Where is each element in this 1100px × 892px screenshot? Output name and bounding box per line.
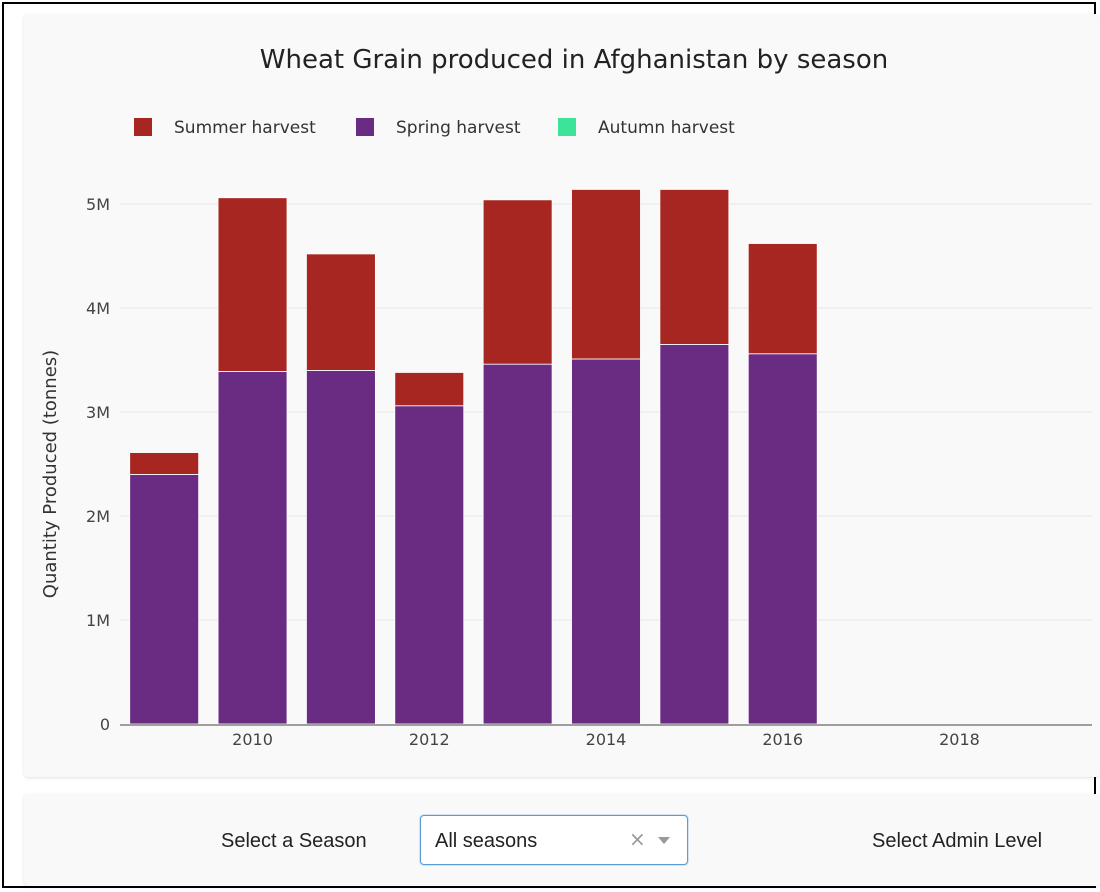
season-label: Select a Season	[221, 830, 367, 852]
legend: Summer harvest Spring harvest Autumn harve…	[134, 118, 735, 138]
legend-label: Spring harvest	[396, 118, 521, 138]
bar-spring-harvest	[747, 353, 818, 725]
bar-spring-harvest	[217, 371, 288, 725]
y-tick-label: 3M	[86, 403, 110, 422]
legend-swatch	[558, 118, 576, 136]
clear-icon[interactable]: ×	[629, 827, 646, 851]
y-tick-label: 1M	[86, 611, 110, 630]
bar-summer-harvest	[482, 199, 553, 365]
legend-label: Summer harvest	[174, 118, 316, 138]
controls-card: Select a Season All seasons × Select Adm…	[24, 794, 1100, 886]
bar-spring-harvest	[306, 369, 376, 725]
y-tick-label: 0	[100, 715, 110, 734]
y-axis-title: Quantity Produced (tonnes)	[40, 350, 61, 598]
y-tick-label: 2M	[86, 507, 110, 526]
legend-label: Autumn harvest	[598, 118, 735, 138]
x-tick-label: 2014	[586, 730, 627, 749]
x-tick-label: 2012	[409, 730, 450, 749]
x-tick-label: 2018	[939, 730, 980, 749]
bar-summer-harvest	[129, 452, 200, 475]
admin-level-label: Select Admin Level	[872, 830, 1043, 852]
legend-swatch	[134, 118, 152, 136]
y-tick-label: 4M	[86, 299, 110, 318]
chart-title: Wheat Grain produced in Afghanistan by s…	[260, 45, 888, 75]
bar-spring-harvest	[571, 358, 641, 725]
bar-spring-harvest	[394, 405, 465, 725]
bar-summer-harvest	[394, 372, 465, 407]
chart-card: Wheat Grain produced in Afghanistan by s…	[24, 14, 1100, 777]
y-axis-ticks: 0 1M 2M 3M 4M 5M	[86, 195, 110, 734]
x-axis-ticks: 2010 2012 2014 2016 2018	[232, 730, 980, 749]
chevron-down-icon[interactable]	[658, 837, 670, 844]
y-tick-label: 5M	[86, 195, 110, 214]
bar-spring-harvest	[129, 473, 200, 725]
chart: Wheat Grain produced in Afghanistan by s…	[40, 45, 1092, 749]
bars	[129, 189, 818, 725]
season-select[interactable]: All seasons ×	[420, 815, 688, 865]
bar-spring-harvest	[659, 343, 730, 725]
bar-spring-harvest	[482, 363, 553, 725]
bar-summer-harvest	[217, 197, 288, 372]
x-tick-label: 2010	[232, 730, 273, 749]
x-tick-label: 2016	[762, 730, 803, 749]
season-select-value: All seasons	[435, 830, 538, 852]
bar-summer-harvest	[306, 253, 376, 371]
legend-swatch	[356, 118, 374, 136]
bar-summer-harvest	[747, 243, 818, 355]
bar-summer-harvest	[659, 189, 730, 345]
bar-summer-harvest	[571, 189, 641, 360]
